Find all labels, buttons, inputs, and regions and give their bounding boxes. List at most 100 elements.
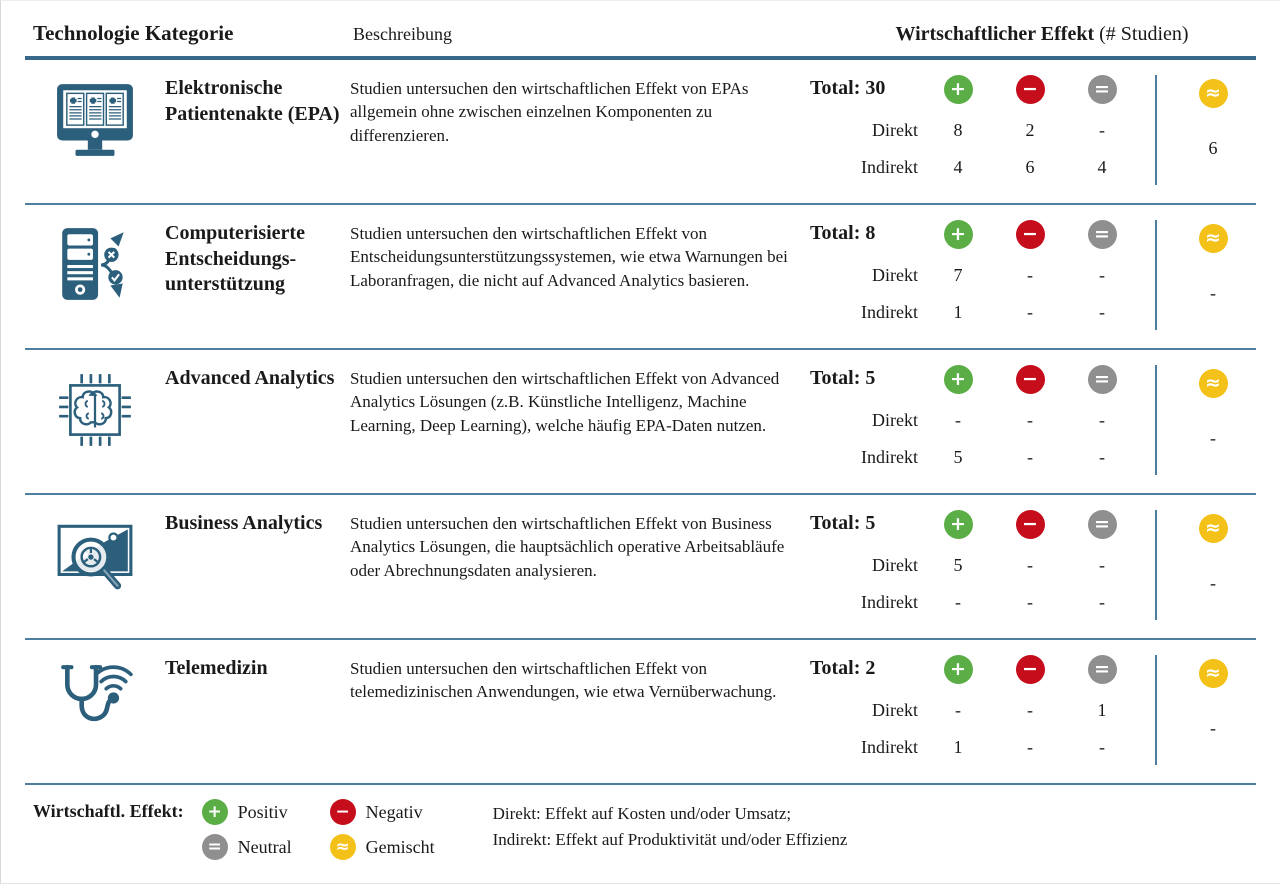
direkt-positive-count: 7 <box>953 264 963 285</box>
direkt-neutral-count: 1 <box>1097 699 1107 720</box>
row-divider <box>25 638 1256 640</box>
direkt-label: Direkt <box>872 699 918 720</box>
direkt-negative-count: - <box>1027 264 1033 285</box>
indirekt-positive-count: 1 <box>953 301 963 322</box>
header-divider <box>25 56 1256 60</box>
neutral-effect-icon: = <box>201 834 228 860</box>
indirekt-neutral-count: - <box>1099 301 1105 322</box>
legend-title: Wirtschaftl. Effekt: <box>33 801 184 821</box>
direkt-neutral-count: - <box>1099 554 1105 575</box>
indirekt-label: Indirekt <box>861 591 918 612</box>
legend-item-negativ: − Negativ <box>329 799 435 825</box>
legend-label-gemischt: Gemischt <box>365 836 435 857</box>
neutral-effect-icon: = <box>1087 655 1117 684</box>
neutral-effect-icon: = <box>1087 365 1117 394</box>
indirekt-negative-count: - <box>1027 591 1033 612</box>
header-economic-effect-sub: (# Studien) <box>1094 23 1189 45</box>
legend: Wirtschaftl. Effekt: + Positiv − Negativ… <box>25 785 1256 860</box>
total-studies: Total: 8 <box>810 222 876 244</box>
legend-item-neutral: = Neutral <box>201 834 292 860</box>
ai-chip-brain-icon <box>25 365 165 493</box>
row-description: Studien untersuchen den wirtschaftlichen… <box>350 659 777 702</box>
neutral-effect-icon: = <box>1087 220 1117 249</box>
neutral-effect-icon: = <box>1087 510 1117 539</box>
total-studies: Total: 30 <box>810 77 886 99</box>
row-title: Business Analytics <box>165 512 323 534</box>
row-title: Computerisierte Entscheidungs-unterstütz… <box>165 222 305 296</box>
direkt-positive-count: - <box>955 699 961 720</box>
decision-support-icon <box>25 220 165 348</box>
indirekt-label: Indirekt <box>861 301 918 322</box>
negative-effect-icon: − <box>1015 655 1045 684</box>
direkt-negative-count: - <box>1027 699 1033 720</box>
indirekt-positive-count: 4 <box>953 156 963 177</box>
mixed-effect-icon: ≈ <box>329 834 356 860</box>
mixed-count: - <box>1210 572 1216 593</box>
direkt-negative-count: - <box>1027 554 1033 575</box>
mixed-count: 6 <box>1208 137 1218 158</box>
mixed-count: - <box>1210 717 1216 738</box>
legend-notes: Direkt: Effekt auf Kosten und/oder Umsat… <box>493 799 848 854</box>
mixed-count: - <box>1210 282 1216 303</box>
positive-effect-icon: + <box>943 220 973 249</box>
table-row: Telemedizin Studien untersuchen den wirt… <box>25 640 1256 783</box>
legend-label-neutral: Neutral <box>237 836 292 857</box>
indirekt-negative-count: - <box>1027 446 1033 467</box>
mixed-effect-icon: ≈ <box>1198 368 1228 398</box>
table-row: Elektronische Patientenakte (EPA) Studie… <box>25 60 1256 203</box>
legend-item-gemischt: ≈ Gemischt <box>329 834 435 860</box>
indirekt-neutral-count: - <box>1099 591 1105 612</box>
positive-effect-icon: + <box>943 655 973 684</box>
negative-effect-icon: − <box>329 799 356 825</box>
indirekt-label: Indirekt <box>861 446 918 467</box>
row-stats: Total: 5 + − = ≈ Direkt - - - - Indirekt… <box>810 365 1256 493</box>
indirekt-negative-count: - <box>1027 301 1033 322</box>
stats-divider <box>1138 655 1174 765</box>
positive-effect-icon: + <box>943 510 973 539</box>
header-economic-effect-bold: Wirtschaftlicher Effekt <box>895 23 1095 45</box>
legend-item-positiv: + Positiv <box>201 799 292 825</box>
direkt-label: Direkt <box>872 119 918 140</box>
positive-effect-icon: + <box>943 75 973 104</box>
stats-divider <box>1138 365 1174 475</box>
direkt-positive-count: 5 <box>953 554 963 575</box>
row-description: Studien untersuchen den wirtschaftlichen… <box>350 79 749 145</box>
row-divider <box>25 348 1256 350</box>
indirekt-neutral-count: 4 <box>1097 156 1107 177</box>
stats-divider <box>1138 220 1174 330</box>
table-header: Technologie Kategorie Beschreibung Wirts… <box>25 11 1256 56</box>
mixed-effect-icon: ≈ <box>1198 658 1228 688</box>
table-row: Advanced Analytics Studien untersuchen d… <box>25 350 1256 493</box>
stats-divider <box>1138 510 1174 620</box>
legend-note-indirekt: Indirekt: Effekt auf Produktivität und/o… <box>492 830 848 850</box>
direkt-negative-count: 2 <box>1025 119 1035 140</box>
row-stats: Total: 8 + − = ≈ Direkt 7 - - - Indirekt… <box>810 220 1256 348</box>
row-description: Studien untersuchen den wirtschaftlichen… <box>350 514 785 580</box>
legend-note-direkt: Direkt: Effekt auf Kosten und/oder Umsat… <box>492 804 792 823</box>
indirekt-positive-count: 1 <box>953 736 963 757</box>
mixed-effect-icon: ≈ <box>1198 513 1228 543</box>
mixed-effect-icon: ≈ <box>1198 78 1228 108</box>
indirekt-neutral-count: - <box>1099 446 1105 467</box>
header-technology-category: Technologie Kategorie <box>33 21 234 45</box>
indirekt-label: Indirekt <box>861 156 918 177</box>
header-economic-effect: Wirtschaftlicher Effekt (# Studien) <box>808 23 1256 46</box>
direkt-neutral-count: - <box>1099 119 1105 140</box>
direkt-neutral-count: - <box>1099 409 1105 430</box>
neutral-effect-icon: = <box>1087 75 1117 104</box>
stats-divider <box>1138 75 1174 185</box>
positive-effect-icon: + <box>943 365 973 394</box>
negative-effect-icon: − <box>1015 510 1045 539</box>
row-title: Elektronische Patientenakte (EPA) <box>165 77 340 125</box>
direkt-positive-count: - <box>955 409 961 430</box>
direkt-negative-count: - <box>1027 409 1033 430</box>
row-stats: Total: 30 + − = ≈ Direkt 8 2 - 6 Indirek… <box>810 75 1256 203</box>
row-title: Advanced Analytics <box>165 367 335 389</box>
negative-effect-icon: − <box>1015 75 1045 104</box>
legend-label-negativ: Negativ <box>365 801 423 822</box>
direkt-label: Direkt <box>872 554 918 575</box>
table-row: Business Analytics Studien untersuchen d… <box>25 495 1256 638</box>
header-description: Beschreibung <box>353 24 452 44</box>
telemedicine-stethoscope-icon <box>25 655 165 783</box>
